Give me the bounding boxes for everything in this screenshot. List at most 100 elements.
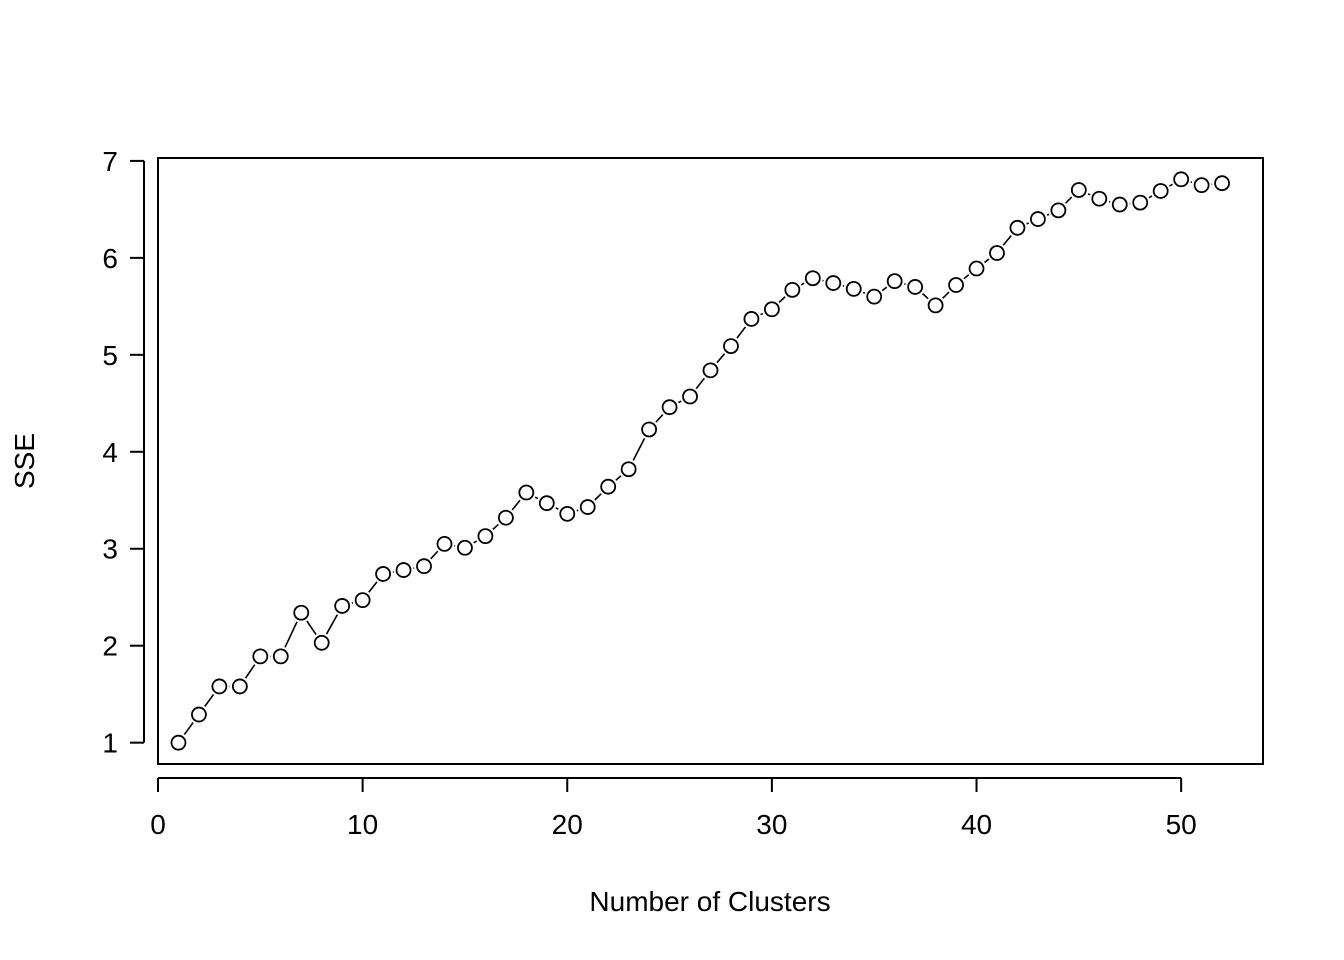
data-point [661, 399, 678, 416]
series-segment [963, 274, 970, 280]
data-point [354, 592, 371, 609]
series-segment [862, 291, 866, 294]
series-segment [555, 507, 559, 510]
series-segment [984, 258, 990, 264]
y-tick-label: 7 [102, 146, 118, 177]
y-tick-label: 3 [102, 534, 118, 565]
data-point [293, 604, 310, 621]
data-point [191, 706, 207, 723]
series-segment [1168, 183, 1173, 187]
series-segment [655, 414, 664, 423]
series-segment [1064, 196, 1073, 204]
data-point [1009, 219, 1026, 236]
series-segment [1046, 213, 1050, 216]
series-segment [284, 621, 298, 648]
series-segment [594, 493, 602, 501]
y-tick-label: 1 [102, 728, 118, 759]
series-segment [534, 496, 539, 500]
data-point [866, 288, 883, 305]
x-tick-label: 40 [961, 809, 992, 840]
data-point [1173, 171, 1190, 188]
data-point [1050, 202, 1067, 219]
data-point [579, 499, 596, 515]
series-segment [325, 614, 339, 635]
series-segment [695, 377, 705, 390]
data-point [231, 678, 248, 695]
series-segment [244, 664, 256, 679]
series-segment [800, 282, 805, 286]
series-segment [632, 438, 646, 461]
data-point [272, 648, 289, 665]
plot-frame [157, 157, 1264, 765]
x-tick-label: 0 [150, 809, 166, 840]
data-point [804, 270, 821, 287]
data-point [682, 388, 698, 405]
data-point [457, 539, 473, 556]
data-point [334, 598, 351, 614]
data-point [416, 558, 432, 575]
series-segment [183, 722, 194, 736]
data-point [395, 562, 412, 578]
series-segment [511, 499, 521, 511]
y-tick-label: 5 [102, 340, 118, 371]
data-point [375, 566, 391, 582]
series-segment [716, 353, 726, 364]
y-axis: 1 2 3 4 5 6 7 [102, 146, 145, 759]
data-point [763, 301, 780, 318]
data-point [538, 495, 555, 512]
data-point [845, 280, 862, 297]
series-segment [1148, 195, 1153, 199]
series-segment [204, 694, 215, 707]
data-point [313, 634, 330, 651]
data-point [743, 311, 760, 327]
data-point [600, 478, 617, 495]
data-point [170, 734, 187, 751]
data-point [927, 297, 944, 314]
x-tick-label: 30 [756, 809, 787, 840]
data-point [436, 536, 453, 552]
data-point [1193, 177, 1210, 194]
data-point [702, 362, 719, 379]
x-axis-label: Number of Clusters [589, 886, 830, 917]
x-tick-label: 10 [347, 809, 378, 840]
series-segment [760, 312, 764, 316]
data-point [252, 648, 269, 665]
series-segment [1087, 193, 1091, 196]
series-segment [778, 296, 786, 303]
data-point [641, 421, 658, 438]
data-point [886, 273, 903, 290]
data-point [497, 509, 514, 526]
series-segment [922, 293, 929, 300]
y-axis-label: SSE [9, 433, 40, 489]
series-segment [942, 291, 950, 299]
data-point [784, 281, 801, 298]
data-point [1070, 182, 1087, 198]
data-point [518, 484, 535, 501]
y-tick-label: 6 [102, 243, 118, 274]
data-point [1152, 183, 1169, 199]
data-point [1091, 190, 1108, 207]
series-segment [881, 286, 888, 292]
data-point [1111, 196, 1128, 213]
data-point [1132, 194, 1149, 211]
data-point [907, 279, 924, 295]
series-segment [736, 326, 747, 339]
x-axis: 0 10 20 30 40 50 [150, 777, 1197, 840]
series-segment [1002, 235, 1012, 246]
series-layer [170, 171, 1230, 751]
x-tick-label: 50 [1166, 809, 1197, 840]
series-segment [678, 400, 682, 404]
series-segment [473, 540, 478, 544]
data-point [948, 277, 964, 293]
series-segment [615, 475, 622, 481]
series-segment [1026, 222, 1030, 225]
series-segment [492, 523, 499, 531]
data-point [968, 260, 985, 277]
x-tick-label: 20 [552, 809, 583, 840]
y-tick-label: 4 [102, 437, 118, 468]
data-point [620, 461, 637, 478]
data-point [559, 505, 576, 522]
data-point [1214, 175, 1230, 192]
data-point [477, 528, 494, 545]
y-tick-label: 2 [102, 631, 118, 662]
